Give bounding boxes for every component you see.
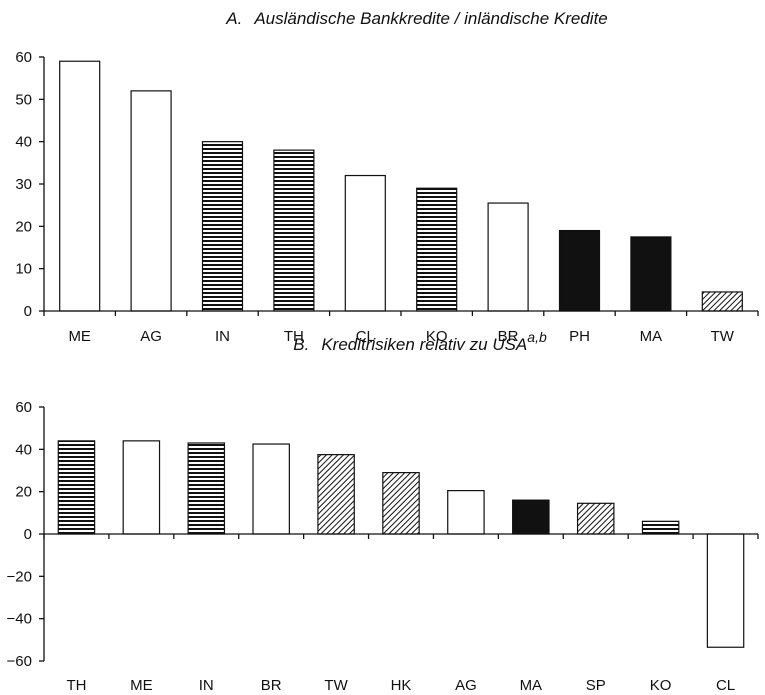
chart-a-category-label: TH [284, 328, 304, 345]
chart-a: A. Ausländische Bankkredite / inländische… [15, 9, 759, 345]
chart-a-category-label: CL [356, 328, 375, 345]
chart-b-bar-br [252, 443, 290, 535]
chart-b-bar-in [187, 442, 226, 535]
chart-a-bar-ag [130, 90, 172, 312]
chart-b-bar-hk [382, 472, 420, 535]
chart-b-bar-ag [447, 490, 485, 535]
chart-b-y-tick-label: −40 [7, 611, 32, 628]
chart-a-y-tick-label: 10 [15, 261, 32, 278]
chart-a-category-label: BR [498, 328, 519, 345]
chart-a-bar-th [273, 149, 315, 312]
chart-a-bar-cl [344, 174, 386, 312]
chart-b-category-label: IN [199, 677, 214, 694]
chart-a-y-tick-label: 20 [15, 218, 32, 235]
chart-b-bar-cl [706, 533, 745, 648]
chart-a-y-tick-label: 0 [24, 303, 32, 320]
chart-b-category-label: MA [520, 677, 543, 694]
chart-b-title: B. Kreditrisiken relativ zu USAa,b [293, 329, 547, 354]
chart-a-bar-ko [416, 187, 458, 312]
chart-b-category-label: AG [455, 677, 477, 694]
chart-a-category-label: ME [68, 328, 91, 345]
chart-b-y-tick-label: 20 [15, 484, 32, 501]
chart-a-bar-br [487, 202, 529, 312]
chart-a-bar-tw [701, 291, 743, 312]
chart-a-y-tick-label: 60 [15, 49, 32, 66]
chart-a-bar-ph [558, 229, 601, 312]
chart-a-category-label: PH [569, 328, 590, 345]
chart-b-category-label: BR [261, 677, 282, 694]
chart-a-y-tick-label: 30 [15, 176, 32, 193]
chart-b-bar-me [122, 440, 161, 535]
chart-b-y-tick-label: 60 [15, 399, 32, 416]
chart-b-y-tick-label: −60 [7, 653, 32, 670]
chart-b-y-tick-label: 0 [24, 526, 32, 543]
chart-b-category-label: HK [391, 677, 412, 694]
chart-a-category-label: IN [215, 328, 230, 345]
chart-b-y-tick-label: 40 [15, 441, 32, 458]
chart-a-category-label: TW [711, 328, 735, 345]
chart-a-category-label: MA [640, 328, 663, 345]
chart-b-bar-sp [576, 502, 615, 535]
chart-b-category-label: SP [586, 677, 606, 694]
chart-a-category-label: AG [140, 328, 162, 345]
chart-b-category-label: KO [650, 677, 672, 694]
chart-a-bar-in [201, 141, 244, 312]
chart-a-bar-me [59, 60, 101, 312]
chart-a-title: A. Ausländische Bankkredite / inländische… [225, 9, 608, 28]
chart-b-y-tick-label: −20 [7, 568, 32, 585]
chart-b-bar-tw [317, 454, 355, 535]
chart-b-bar-ma [512, 499, 550, 535]
chart-a-y-tick-label: 50 [15, 91, 32, 108]
chart-b-category-label: CL [716, 677, 735, 694]
chart-b-bar-ko [641, 520, 680, 535]
chart-a-y-tick-label: 40 [15, 134, 32, 151]
chart-b-bar-th [57, 440, 96, 535]
chart-a-category-label: KO [426, 328, 448, 345]
chart-b-category-label: ME [130, 677, 153, 694]
chart-b-category-label: TH [66, 677, 86, 694]
chart-b-category-label: TW [324, 677, 348, 694]
chart-a-bar-ma [630, 236, 672, 312]
chart-b: B. Kreditrisiken relativ zu USAa,b −60 −40… [7, 329, 759, 694]
